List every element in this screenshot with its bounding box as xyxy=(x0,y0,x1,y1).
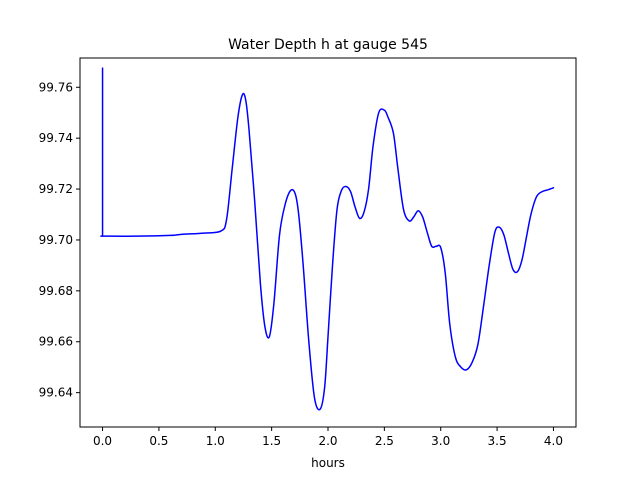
x-tick-label: 3.0 xyxy=(431,434,450,448)
x-axis-label: hours xyxy=(311,456,345,470)
plot-frame xyxy=(79,57,577,428)
y-tick-label: 99.66 xyxy=(39,335,73,349)
x-tick-label: 2.0 xyxy=(318,434,337,448)
x-tick-label: 1.5 xyxy=(262,434,281,448)
x-tick-label: 0.5 xyxy=(149,434,168,448)
y-tick-label: 99.72 xyxy=(39,182,73,196)
y-tick-label: 99.68 xyxy=(39,284,73,298)
x-tick-label: 3.5 xyxy=(488,434,507,448)
y-tick-label: 99.74 xyxy=(39,131,73,145)
x-tick-label: 1.0 xyxy=(206,434,225,448)
x-axis-ticks: 0.0 0.5 1.0 1.5 2.0 2.5 3.0 3.5 4.0 xyxy=(93,427,563,448)
y-tick-label: 99.76 xyxy=(39,80,73,94)
x-tick-label: 4.0 xyxy=(544,434,563,448)
x-tick-label: 0.0 xyxy=(93,434,112,448)
series-line xyxy=(100,67,555,411)
plot-area xyxy=(80,58,576,427)
y-tick-label: 99.70 xyxy=(39,233,73,247)
chart-title: Water Depth h at gauge 545 xyxy=(228,37,428,53)
x-tick-label: 2.5 xyxy=(375,434,394,448)
y-axis-ticks: 99.64 99.66 99.68 99.70 99.72 99.74 99.76 xyxy=(39,80,80,400)
y-tick-label: 99.64 xyxy=(39,386,73,400)
